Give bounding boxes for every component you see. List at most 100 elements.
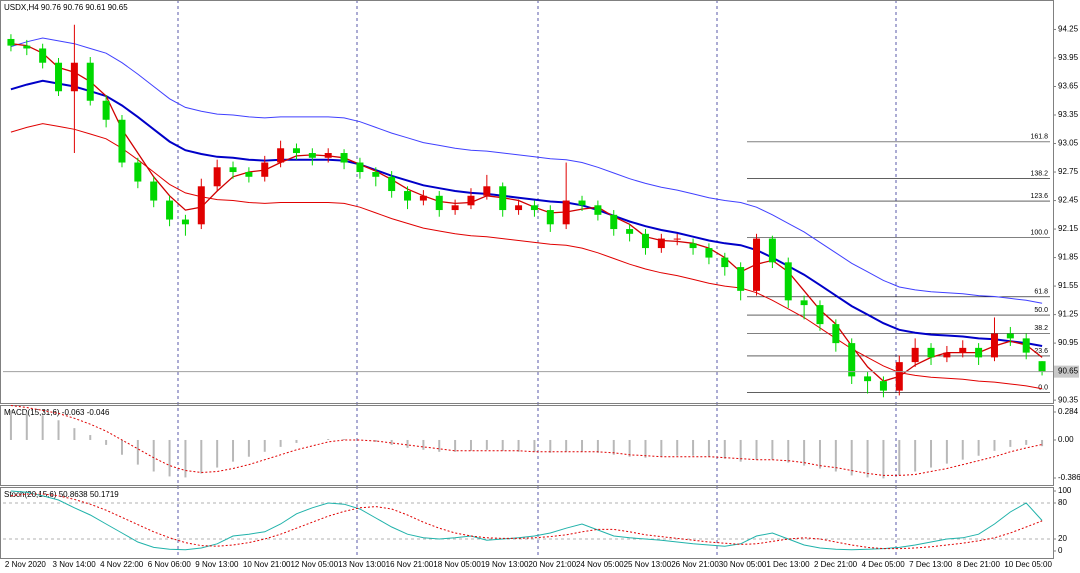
x-tick-label: 2 Nov 2020 — [5, 560, 46, 569]
y-tick-label: 80 — [1058, 498, 1067, 507]
macd-frame — [0, 405, 1054, 486]
x-tick-label: 8 Dec 21:00 — [957, 560, 1001, 569]
indicator-line — [10, 79, 1043, 347]
stoch-frame — [0, 487, 1054, 559]
y-tick-label: 20 — [1058, 534, 1067, 543]
candle-body — [927, 347, 935, 358]
candle-body — [86, 62, 94, 101]
y-tick-label: 92.45 — [1058, 196, 1079, 205]
candle-body — [737, 267, 745, 291]
fibo-label: 161.8 — [1030, 134, 1048, 141]
candle-body — [768, 238, 776, 263]
candle-body — [959, 347, 967, 353]
x-tick-label: 25 Nov 13:00 — [624, 560, 672, 569]
y-tick-label: 91.25 — [1058, 310, 1079, 319]
candle-body — [594, 205, 602, 215]
y-tick-label: 0.00 — [1058, 435, 1074, 444]
candle-body — [1006, 333, 1014, 339]
y-tick-label: -0.386 — [1058, 473, 1080, 482]
fibo-label: 38.2 — [1034, 325, 1048, 332]
indicator-line — [10, 493, 1043, 550]
candle-body — [546, 210, 554, 225]
fibo-label: 138.2 — [1030, 170, 1048, 177]
candle-body — [816, 305, 824, 325]
x-tick-label: 19 Nov 13:00 — [481, 560, 529, 569]
candle-body — [673, 238, 681, 240]
panel-title: MACD(15,31,6) -0.063 -0.046 — [4, 408, 110, 417]
indicator-line — [10, 37, 1043, 304]
candle-body — [70, 62, 78, 92]
fibo-label: 0.0 — [1038, 384, 1048, 391]
x-tick-label: 1 Dec 13:00 — [766, 560, 810, 569]
x-tick-label: 30 Nov 05:00 — [719, 560, 767, 569]
x-tick-label: 7 Dec 13:00 — [909, 560, 953, 569]
x-tick-label: 18 Nov 05:00 — [433, 560, 481, 569]
candle-body — [451, 205, 459, 211]
fibo-label: 50.0 — [1034, 307, 1048, 314]
candle-body — [181, 219, 189, 225]
candle-body — [277, 148, 285, 163]
candle-body — [229, 167, 237, 173]
x-tick-label: 9 Nov 13:00 — [195, 560, 239, 569]
y-tick-label: 93.95 — [1058, 53, 1079, 62]
candle-body — [166, 200, 174, 220]
candle-body — [324, 153, 332, 158]
fibo-label: 123.6 — [1030, 193, 1048, 200]
y-tick-label: 91.85 — [1058, 253, 1079, 262]
candle-body — [784, 262, 792, 301]
candle-body — [1038, 361, 1046, 372]
y-tick-label: 100 — [1058, 486, 1072, 495]
panel-title: Stoch(20,15,6) 50.8638 50.1719 — [4, 490, 119, 499]
candle-body — [261, 162, 269, 177]
y-tick-label: 94.25 — [1058, 25, 1079, 34]
y-tick-label: 0.284 — [1058, 407, 1079, 416]
indicator-line — [10, 43, 1043, 382]
candle-body — [689, 243, 697, 249]
candle-body — [340, 153, 348, 163]
candle-body — [435, 195, 443, 211]
candle-body — [292, 148, 300, 154]
candle-body — [7, 38, 15, 46]
candle-body — [657, 238, 665, 249]
y-tick-label: 93.65 — [1058, 82, 1079, 91]
candle-body — [530, 205, 538, 211]
indicator-line — [10, 490, 1043, 551]
x-tick-label: 3 Nov 14:00 — [53, 560, 97, 569]
fibo-label: 100.0 — [1030, 229, 1048, 236]
frames — [0, 0, 1054, 559]
candle-body — [213, 167, 221, 187]
candle-body — [943, 352, 951, 358]
last-price-box — [1054, 365, 1079, 378]
fibo-label: 61.8 — [1034, 289, 1048, 296]
session-separators — [177, 0, 897, 558]
candle-body — [832, 324, 840, 344]
y-tick-label: 90.95 — [1058, 338, 1079, 347]
candle-body — [39, 48, 47, 63]
candle-body — [499, 186, 507, 211]
candle-body — [753, 238, 761, 291]
candle-body — [721, 257, 729, 268]
x-tick-label: 4 Nov 22:00 — [100, 560, 144, 569]
candle-body — [134, 162, 142, 182]
last-price-label: 90.65 — [1058, 367, 1079, 376]
x-tick-label: 4 Dec 05:00 — [862, 560, 906, 569]
candle-body — [419, 195, 427, 201]
x-tick-label: 16 Nov 21:00 — [386, 560, 434, 569]
candle-body — [626, 229, 634, 234]
y-tick-label: 92.15 — [1058, 224, 1079, 233]
candle-body — [990, 333, 998, 358]
candle-body — [975, 347, 983, 358]
candle-body — [197, 186, 205, 225]
candle-body — [23, 45, 31, 49]
x-tick-label: 20 Nov 21:00 — [528, 560, 576, 569]
candle-body — [356, 162, 364, 173]
x-tick-label: 10 Dec 05:00 — [1004, 560, 1052, 569]
candle-body — [102, 100, 110, 120]
candle-body — [705, 248, 713, 258]
x-tick-label: 12 Nov 05:00 — [290, 560, 338, 569]
y-tick-label: 91.55 — [1058, 281, 1079, 290]
x-tick-label: 10 Nov 21:00 — [243, 560, 291, 569]
candle-body — [848, 343, 856, 377]
